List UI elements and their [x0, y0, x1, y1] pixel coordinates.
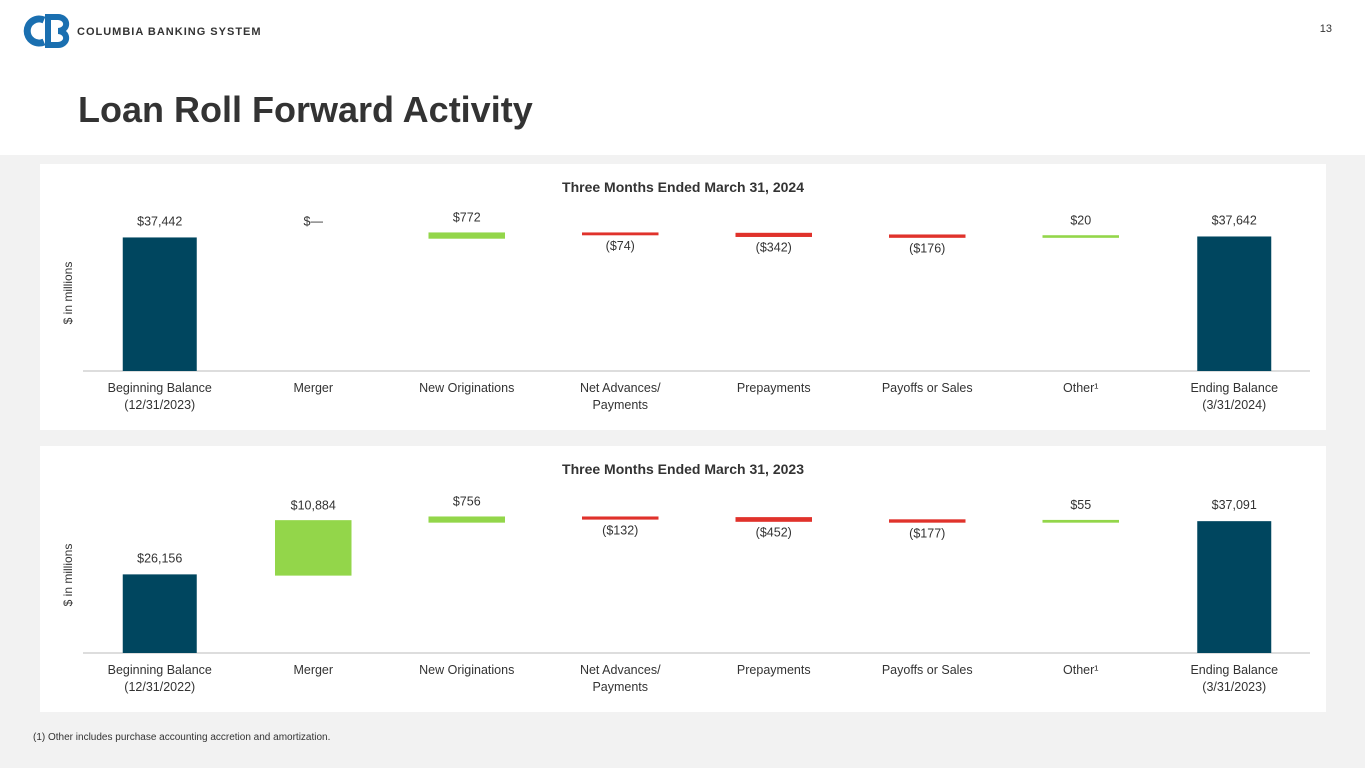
- value-label: ($342): [756, 241, 792, 255]
- chart-panel: [40, 446, 1326, 712]
- bar: [122, 574, 197, 653]
- x-tick-label: Net Advances/ Payments: [579, 381, 661, 412]
- x-tick-label: Net Advances/ Payments: [579, 663, 661, 694]
- chart-title: Three Months Ended March 31, 2024: [562, 179, 804, 195]
- x-tick-label: New Originations: [419, 381, 515, 395]
- logo: [23, 14, 70, 48]
- value-label: $26,156: [137, 551, 182, 565]
- x-tick-label: New Originations: [419, 663, 515, 677]
- value-label: $756: [453, 495, 481, 509]
- value-label: ($177): [909, 526, 945, 540]
- y-axis-label: $ in millions: [61, 262, 75, 325]
- footnote: (1) Other includes purchase accounting a…: [33, 732, 330, 743]
- x-tick-label: Prepayments: [736, 663, 811, 677]
- x-tick-label: Merger: [293, 381, 334, 395]
- bar: [1197, 236, 1272, 371]
- bar: [735, 232, 812, 237]
- value-label: ($74): [606, 239, 635, 253]
- bar: [428, 232, 505, 239]
- bar: [275, 520, 352, 576]
- slide-title: Loan Roll Forward Activity: [78, 89, 533, 130]
- x-tick-label: Ending Balance (3/31/2024): [1190, 381, 1279, 412]
- bar: [1197, 521, 1272, 653]
- value-label: $55: [1070, 498, 1091, 512]
- value-label: ($132): [602, 523, 638, 537]
- bar: [428, 516, 505, 523]
- x-tick-label: Payoffs or Sales: [881, 381, 973, 395]
- logo-b: [45, 14, 70, 48]
- logo-c: [23, 15, 46, 47]
- x-tick-label: Other¹: [1063, 381, 1099, 395]
- bar: [122, 237, 197, 371]
- value-label: ($452): [756, 526, 792, 540]
- value-label: $37,091: [1212, 498, 1257, 512]
- x-tick-label: Other¹: [1063, 663, 1099, 677]
- value-label: $37,442: [137, 214, 182, 228]
- x-tick-label: Prepayments: [736, 381, 811, 395]
- x-tick-label: Beginning Balance (12/31/2023): [107, 381, 212, 412]
- bar: [889, 234, 966, 238]
- bar: [889, 519, 966, 523]
- value-label: ($176): [909, 242, 945, 256]
- value-label: $—: [304, 214, 324, 228]
- x-tick-label: Payoffs or Sales: [881, 663, 973, 677]
- value-label: $772: [453, 211, 481, 225]
- value-label: $37,642: [1212, 213, 1257, 227]
- header-band: [0, 0, 1365, 155]
- bar: [582, 516, 659, 520]
- bar: [735, 517, 812, 522]
- value-label: $20: [1070, 213, 1091, 227]
- x-tick-label: Beginning Balance (12/31/2022): [107, 663, 212, 694]
- value-label: $10,884: [291, 498, 336, 512]
- chart-title: Three Months Ended March 31, 2023: [562, 461, 804, 477]
- y-axis-label: $ in millions: [61, 544, 75, 607]
- x-tick-label: Merger: [293, 663, 334, 677]
- logo-text: COLUMBIA BANKING SYSTEM: [77, 26, 262, 38]
- x-tick-label: Ending Balance (3/31/2023): [1190, 663, 1279, 694]
- chart-panel: [40, 164, 1326, 430]
- page-number: 13: [1320, 23, 1332, 35]
